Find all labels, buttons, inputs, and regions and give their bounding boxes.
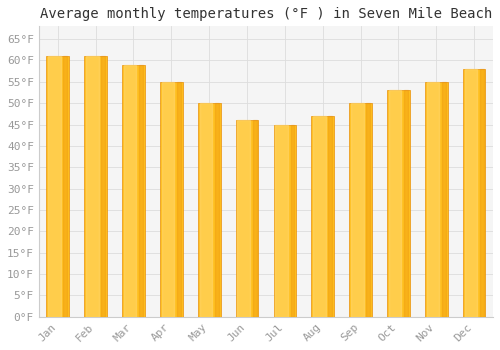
Bar [387, 90, 410, 317]
Bar [389, 90, 402, 317]
Bar [198, 103, 220, 317]
Bar [328, 116, 332, 317]
Bar [274, 125, 296, 317]
Bar [238, 120, 250, 317]
Bar [124, 65, 136, 317]
Bar [290, 125, 294, 317]
Bar [122, 65, 145, 317]
Bar [236, 120, 258, 317]
Bar [84, 56, 107, 317]
Bar [215, 103, 218, 317]
Bar [46, 56, 69, 317]
Bar [464, 69, 477, 317]
Bar [313, 116, 326, 317]
Bar [463, 69, 485, 317]
Bar [366, 103, 370, 317]
Bar [102, 56, 105, 317]
Bar [48, 56, 60, 317]
Bar [404, 90, 408, 317]
Bar [64, 56, 68, 317]
Bar [480, 69, 484, 317]
Bar [252, 120, 256, 317]
Bar [426, 82, 439, 317]
Bar [200, 103, 212, 317]
Title: Average monthly temperatures (°F ) in Seven Mile Beach: Average monthly temperatures (°F ) in Se… [40, 7, 492, 21]
Bar [276, 125, 288, 317]
Bar [425, 82, 448, 317]
Bar [312, 116, 334, 317]
Bar [160, 82, 182, 317]
Bar [86, 56, 99, 317]
Bar [139, 65, 143, 317]
Bar [442, 82, 446, 317]
Bar [162, 82, 174, 317]
Bar [351, 103, 364, 317]
Bar [349, 103, 372, 317]
Bar [177, 82, 181, 317]
